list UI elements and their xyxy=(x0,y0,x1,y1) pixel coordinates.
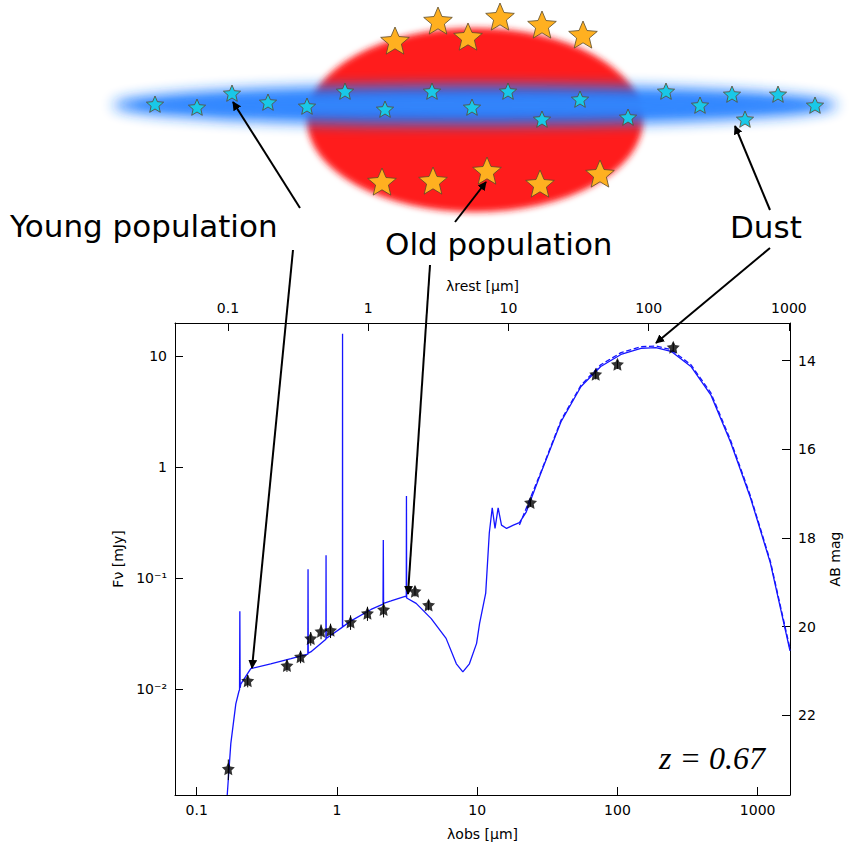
svg-text:100: 100 xyxy=(604,802,631,818)
svg-text:Old population: Old population xyxy=(385,226,613,262)
svg-text:0.1: 0.1 xyxy=(217,300,239,316)
svg-text:1: 1 xyxy=(364,300,373,316)
svg-text:Dust: Dust xyxy=(730,209,802,245)
svg-text:λobs [μm]: λobs [μm] xyxy=(447,826,518,842)
svg-text:10: 10 xyxy=(468,802,486,818)
svg-text:1: 1 xyxy=(158,459,167,475)
svg-text:1000: 1000 xyxy=(771,300,807,316)
svg-text:10: 10 xyxy=(500,300,518,316)
svg-text:z = 0.67: z = 0.67 xyxy=(658,740,767,776)
svg-text:100: 100 xyxy=(635,300,662,316)
svg-text:Young population: Young population xyxy=(9,208,278,244)
svg-text:0.1: 0.1 xyxy=(186,802,208,818)
svg-text:Fν [mJy]: Fν [mJy] xyxy=(110,530,126,587)
svg-text:1: 1 xyxy=(333,802,342,818)
svg-text:18: 18 xyxy=(798,530,816,546)
svg-text:10⁻²: 10⁻² xyxy=(136,681,167,697)
svg-text:1000: 1000 xyxy=(740,802,776,818)
svg-text:10: 10 xyxy=(149,348,167,364)
svg-text:10⁻¹: 10⁻¹ xyxy=(136,570,167,586)
svg-text:14: 14 xyxy=(798,353,816,369)
svg-text:20: 20 xyxy=(798,619,816,635)
svg-text:22: 22 xyxy=(798,707,816,723)
svg-text:16: 16 xyxy=(798,441,816,457)
svg-text:AB mag: AB mag xyxy=(827,532,843,587)
svg-text:λrest [μm]: λrest [μm] xyxy=(446,278,519,294)
